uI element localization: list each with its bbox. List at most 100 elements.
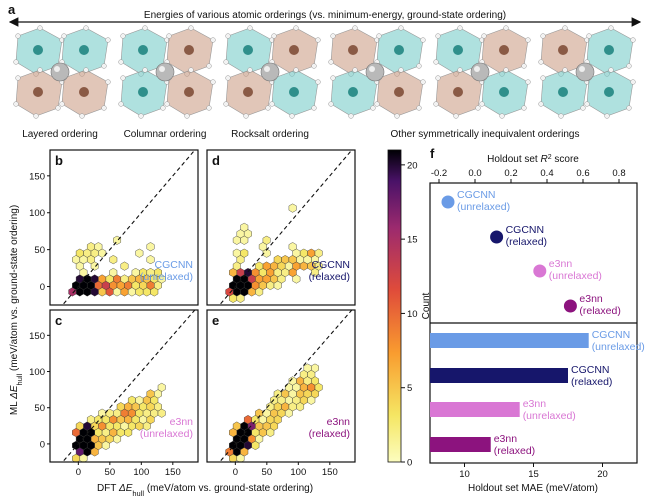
hexbin-cell: [296, 402, 304, 412]
a-site-highlight: [579, 66, 585, 72]
mae-bar-state: (unrelaxed): [523, 410, 576, 422]
hexbin-panel-e: e e3nn(relaxed) 0 50 100 150: [206, 309, 356, 478]
mae-bar-state: (relaxed): [494, 445, 535, 457]
oxygen-atom: [608, 67, 614, 73]
hexbin-cell: [240, 235, 249, 245]
oxygen-atom: [584, 101, 590, 107]
oxygen-atom: [138, 113, 144, 119]
hexbin-cell: [255, 434, 264, 444]
hexbin-cell: [72, 427, 81, 438]
oxygen-atom: [540, 75, 546, 81]
r2-tick-label: 0.2: [504, 168, 517, 179]
oxygen-atom: [525, 37, 531, 43]
a-site-atom: [365, 62, 385, 82]
oxygen-atom: [503, 67, 509, 73]
oxygen-atom: [453, 113, 459, 119]
a-site-highlight: [369, 66, 375, 72]
hexbin-cell: [94, 242, 103, 252]
oxygen-atom: [210, 79, 216, 85]
colorbar-tick-label: 0: [407, 458, 412, 469]
r2-point: [441, 195, 455, 209]
parity-line: [61, 310, 196, 462]
panel-f-plot: -0.2 0.0 0.2 0.4 0.6 0.8CGCNN(unrelaxed)CGCNN…: [430, 168, 645, 480]
panel-f-letter: f: [430, 146, 435, 161]
hexbin-cell: [131, 267, 140, 278]
oxygen-atom: [15, 75, 21, 81]
oxygen-atom: [479, 101, 485, 107]
xtick-label: 0: [76, 467, 81, 478]
oxygen-atom: [33, 113, 39, 119]
r2-point-model: CGCNN: [506, 224, 544, 236]
oxygen-atom: [269, 101, 275, 107]
a-site-atom: [470, 62, 490, 82]
oxygen-atom: [562, 25, 568, 31]
xtick-label: 150: [322, 467, 338, 478]
a-site-highlight: [54, 66, 60, 72]
hexbin-cells: [225, 363, 323, 462]
r2-point-model: e3nn: [549, 258, 573, 270]
oxygen-atom: [55, 105, 61, 111]
oxygen-atom: [120, 75, 126, 81]
oxygen-atom: [457, 67, 463, 73]
perovskite-structure: [433, 25, 531, 119]
oxygen-atom: [225, 33, 231, 39]
model-label: CGCNN: [155, 259, 194, 271]
perovskite-structure: [223, 25, 321, 119]
hexbin-cell: [105, 434, 114, 444]
ytick-label: 50: [34, 245, 45, 256]
oxygen-atom: [538, 101, 544, 107]
oxygen-atom: [626, 105, 632, 111]
oxygen-atom: [315, 79, 321, 85]
oxygen-atom: [118, 101, 124, 107]
panel-a-letter: a: [8, 2, 16, 17]
colorbar-tick-label: 15: [407, 235, 418, 246]
oxygen-atom: [604, 113, 610, 119]
b-site-atom: [348, 45, 358, 55]
hexbin-cell: [225, 447, 234, 457]
hexbin-cell: [86, 427, 95, 438]
hexbin-cell: [285, 261, 293, 271]
oxygen-atom: [352, 25, 358, 31]
mae-bar-state: (unrelaxed): [592, 341, 645, 353]
oxygen-atom: [223, 59, 229, 65]
oxygen-atom: [166, 33, 172, 39]
oxygen-atom: [101, 63, 107, 69]
ordering-label-other: Other symmetrically inequivalent orderin…: [391, 129, 580, 140]
oxygen-atom: [164, 101, 170, 107]
b-site-atom: [604, 45, 614, 55]
hexbin-panels: bCGCNN(unrelaxed)050100150dCGCNN(relaxed…: [29, 149, 356, 478]
oxygen-atom: [160, 105, 166, 111]
b-site-atom: [348, 87, 358, 97]
hexbin-panel-d: d CGCNN(relaxed): [206, 149, 356, 306]
hexbin-cell: [258, 242, 267, 252]
oxygen-atom: [416, 63, 422, 69]
b-site-atom: [243, 45, 253, 55]
hexbin-panel-b: b CGCNN(unrelaxed) 0 50 100 150: [29, 149, 199, 306]
oxygen-atom: [225, 75, 231, 81]
hexbin-cell: [288, 203, 297, 213]
ordering-label-columnar: Columnar ordering: [124, 129, 207, 140]
plot-frame: [49, 149, 199, 306]
hexbin-cell: [150, 287, 159, 297]
hexbin-cell: [225, 287, 234, 297]
b-site-atom: [289, 87, 299, 97]
hexbin-cell: [120, 261, 129, 271]
perovskite-structure: [538, 25, 636, 119]
oxygen-atom: [626, 63, 632, 69]
oxygen-atom: [210, 37, 216, 43]
b-site-atom: [394, 45, 404, 55]
a-site-highlight: [264, 66, 270, 72]
r2-tick-label: -0.2: [431, 168, 447, 179]
hexbin-cell: [277, 395, 286, 405]
hexbin-cell: [307, 395, 316, 405]
oxygen-atom: [420, 79, 426, 85]
hexbin-cell: [79, 453, 88, 462]
hexbin-cell: [79, 255, 88, 265]
ytick-label: 50: [34, 403, 45, 414]
colorbar: [387, 149, 402, 463]
oxygen-atom: [206, 105, 212, 111]
hexbin-cell: [72, 440, 81, 451]
hexbin-cell: [109, 255, 118, 265]
mae-tick-label: 10: [459, 469, 470, 480]
